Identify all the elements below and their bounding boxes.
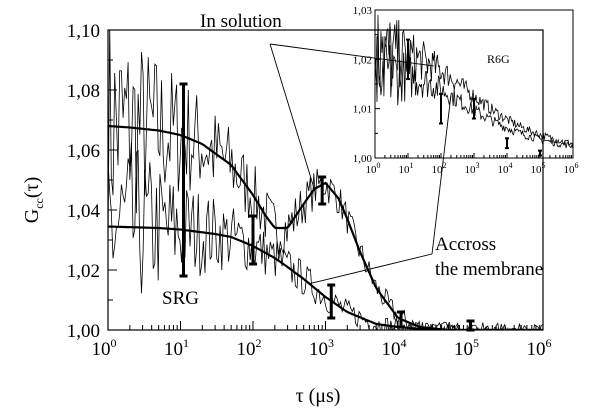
y-axis-title-tail: (τ) [21,177,43,198]
main-x-tick-label: 102 [237,336,262,360]
inset-x-tick-label: 103 [465,161,480,176]
inset-plot: 100 101 102 103 104 105 106 1,00 1,01 1,02 1,03 [353,5,579,176]
callout-solution-inset [269,43,434,67]
inset-x-tick-label: 105 [531,161,546,176]
main-error-bar [466,319,475,332]
main-y-tick-label: 1,04 [67,201,101,222]
inset-x-tick-label: 106 [564,161,579,176]
inset-y-tick-label: 1,03 [353,5,373,17]
inset-x-tick-label: 101 [399,161,414,176]
annotation-the-membrane: the membrane [435,259,543,280]
main-axes-frame [107,29,544,331]
main-error-bar [397,310,406,329]
x-axis-title: τ (μs) [296,385,341,407]
main-x-tick-label: 103 [309,336,334,360]
main-error-bar [327,283,336,320]
main-x-tick-label: 100 [92,336,117,360]
inset-error-bar [472,97,476,120]
main-y-tick-label: 1,00 [67,321,100,342]
annotation-in-solution: In solution [200,11,282,32]
inset-x-tick-label: 104 [498,161,513,176]
inset-y-tick-label: 1,02 [353,54,372,66]
inset-error-bar [538,149,542,157]
main-y-tick-label: 1,08 [67,81,100,102]
annotation-srg: SRG [162,288,199,309]
main-fit-solution_fit [108,124,543,330]
inset-x-tick-label: 102 [432,161,447,176]
callout-solution-main [269,43,315,190]
callout-membrane-main [309,253,433,285]
main-x-tick-label: 106 [527,336,552,360]
main-error-bar [249,214,257,266]
inset-error-bar [505,137,509,150]
annotation-accross: Accross [435,234,496,255]
inset-x-tick-label: 100 [366,161,381,176]
main-fit-membrane_fit [108,225,543,330]
inset-error-bar [406,38,410,81]
callout-membrane-inset [431,95,452,255]
svg-text:Gcc(τ): Gcc(τ) [21,177,46,223]
main-y-tick-label: 1,10 [67,21,100,42]
y-axis-title-sub: cc [32,198,46,209]
annotation-r6g: R6G [487,52,510,66]
callout-lines [269,43,452,285]
main-error-bar [318,175,327,206]
main-x-tick-label: 105 [454,336,479,360]
main-y-tick-label: 1,06 [67,141,100,162]
y-axis-title: Gcc(τ) [21,177,46,223]
main-y-tick-label: 1,02 [67,261,100,282]
inset-y-tick-label: 1,01 [353,104,372,116]
main-plot: 100 101 102 103 104 105 106 1,00 1,02 1,04 1,06 1,0… [67,21,552,360]
main-error-bar [179,82,188,278]
main-x-tick-label: 104 [382,336,407,360]
inset-y-tick-label: 1,00 [353,153,373,165]
main-x-tick-label: 101 [164,336,189,360]
y-axis-title-main: G [21,209,43,223]
inset-error-bar [439,92,443,125]
